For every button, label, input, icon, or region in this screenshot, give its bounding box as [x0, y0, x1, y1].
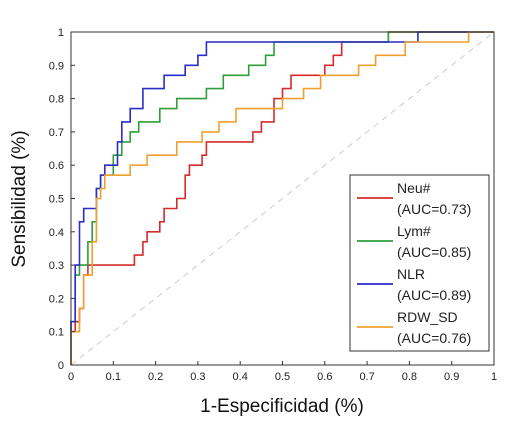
x-tick-label: 0.5: [275, 371, 290, 383]
series-line-nlr: [70, 31, 494, 365]
x-tick-label: 0.3: [190, 371, 205, 383]
series-layer: [70, 31, 494, 365]
x-tick-label: 0.1: [106, 371, 121, 383]
series-line-rdw-sd: [70, 31, 494, 365]
y-tick-label: 0.2: [49, 293, 64, 305]
x-axis-title: 1-Especificidad (%): [200, 396, 364, 417]
x-tick-label: 0.2: [148, 371, 163, 383]
reference-diagonal-layer: [70, 31, 495, 366]
legend-label-nlr: NLR: [397, 266, 425, 282]
y-tick-label: 0.7: [49, 127, 64, 139]
chance-diagonal-line: [70, 31, 495, 366]
legend-label-neu: Neu#: [397, 180, 431, 196]
series-line-lym: [70, 31, 494, 365]
legend: Neu# (AUC=0.73) Lym# (AUC=0.85) NLR (AUC=0.89…: [349, 174, 490, 352]
x-tick-label: 0.7: [359, 371, 374, 383]
y-tick-label: 0.8: [49, 94, 64, 106]
y-tick-label: 0.6: [49, 160, 64, 172]
y-tick-label: 0.4: [49, 227, 64, 239]
y-axis-title: Sensibilidad (%): [9, 130, 30, 267]
y-tick-label: 0.9: [49, 60, 64, 72]
legend-auc-nlr: (AUC=0.89): [397, 287, 471, 303]
y-tick-label: 0.5: [49, 194, 64, 206]
tick-layer: 0 0.1 0.2 0.3 0.4 0.5 0.6 0.7 0.8 0.9 1 0 0.1 0.2 0.3 0…: [49, 27, 497, 383]
x-tick-label: 0.8: [402, 371, 417, 383]
legend-label-lym: Lym#: [397, 223, 431, 239]
y-tick-label: 0.1: [49, 327, 64, 339]
x-tick-label: 1: [491, 371, 497, 383]
legend-auc-lym: (AUC=0.85): [397, 244, 471, 260]
x-tick-label: 0: [68, 371, 74, 383]
legend-auc-rdw-sd: (AUC=0.76): [397, 330, 471, 346]
y-tick-label: 0: [58, 360, 64, 372]
y-tick-label: 1: [58, 27, 64, 39]
legend-box: [349, 174, 490, 352]
x-tick-label: 0.9: [444, 371, 459, 383]
x-tick-label: 0.6: [317, 371, 332, 383]
y-tick-label: 0.3: [49, 260, 64, 272]
x-tick-label: 0.4: [233, 371, 248, 383]
legend-label-rdw-sd: RDW_SD: [397, 309, 458, 325]
legend-auc-neu: (AUC=0.73): [397, 201, 471, 217]
